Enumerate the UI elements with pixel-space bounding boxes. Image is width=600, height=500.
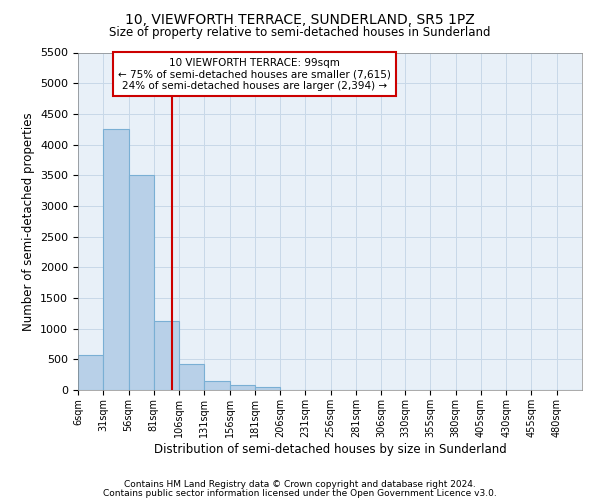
Bar — [154, 321, 179, 390]
Text: Contains public sector information licensed under the Open Government Licence v3: Contains public sector information licen… — [103, 488, 497, 498]
Text: Contains HM Land Registry data © Crown copyright and database right 2024.: Contains HM Land Registry data © Crown c… — [124, 480, 476, 489]
Bar — [204, 381, 230, 390]
Text: Size of property relative to semi-detached houses in Sunderland: Size of property relative to semi-detach… — [109, 26, 491, 39]
Bar — [128, 175, 154, 390]
Y-axis label: Number of semi-detached properties: Number of semi-detached properties — [22, 112, 35, 330]
X-axis label: Distribution of semi-detached houses by size in Sunderland: Distribution of semi-detached houses by … — [154, 442, 506, 456]
Text: 10 VIEWFORTH TERRACE: 99sqm
← 75% of semi-detached houses are smaller (7,615)
24: 10 VIEWFORTH TERRACE: 99sqm ← 75% of sem… — [118, 58, 391, 91]
Bar — [179, 364, 204, 390]
Bar — [103, 129, 128, 390]
Bar — [78, 354, 103, 390]
Bar — [230, 386, 255, 390]
Text: 10, VIEWFORTH TERRACE, SUNDERLAND, SR5 1PZ: 10, VIEWFORTH TERRACE, SUNDERLAND, SR5 1… — [125, 12, 475, 26]
Bar — [255, 387, 280, 390]
